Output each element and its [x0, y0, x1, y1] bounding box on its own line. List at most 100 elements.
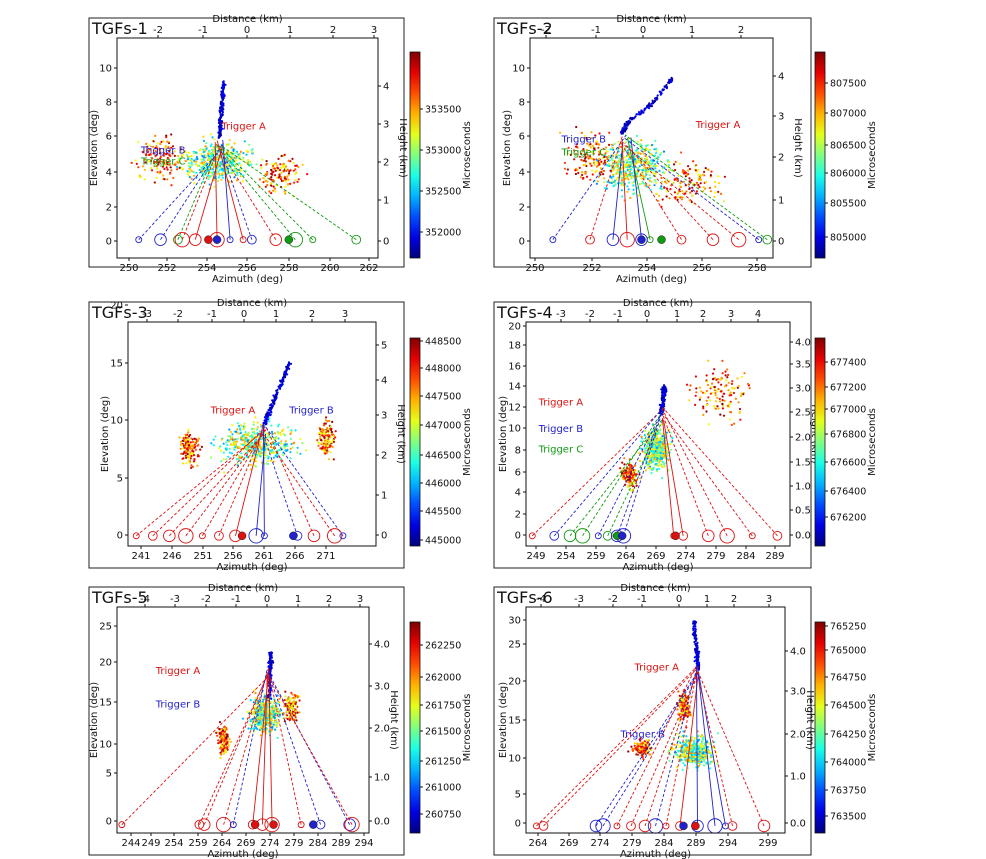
trigger-source-marker [289, 531, 298, 541]
scatter-point [286, 168, 289, 171]
scatter-point [271, 163, 274, 166]
scatter-point [262, 181, 265, 184]
elevation-tick-label: 10 [99, 64, 112, 75]
scatter-point [212, 151, 215, 154]
scatter-point [148, 160, 151, 163]
scatter-point [235, 458, 238, 461]
scatter-point [289, 457, 292, 460]
scatter-point [655, 192, 658, 195]
scatter-point [272, 189, 275, 192]
scatter-point [678, 162, 681, 165]
scatter-point [662, 390, 666, 393]
scatter-point [221, 176, 224, 179]
scatter-point [195, 176, 198, 179]
scatter-point [251, 458, 254, 461]
scatter-point [612, 184, 616, 187]
scatter-point [649, 104, 652, 107]
scatter-point [626, 190, 629, 193]
scatter-point [266, 432, 269, 435]
azimuth-tick-label: 244 [121, 838, 140, 849]
elevation-tick-label: 15 [110, 359, 123, 370]
scatter-point [279, 379, 282, 382]
scatter-point [627, 478, 630, 481]
scatter-point [236, 428, 239, 431]
scatter-point [158, 147, 161, 150]
scatter-point [654, 438, 657, 441]
scatter-point [740, 394, 743, 398]
scatter-point [279, 433, 282, 436]
scatter-point [288, 706, 291, 709]
scatter-point [610, 182, 613, 185]
scatter-point [182, 436, 185, 440]
elevation-tick-label: 10 [110, 416, 123, 427]
distance-tick-label: -1 [591, 25, 601, 36]
scatter-point [722, 414, 726, 417]
scatter-point [717, 190, 720, 193]
scatter-point [260, 166, 263, 169]
scatter-point [246, 434, 249, 437]
scatter-point [695, 190, 699, 193]
scatter-point [192, 171, 195, 174]
scatter-point [262, 421, 265, 424]
scatter-point [191, 441, 195, 444]
azimuth-tick-label: 274 [676, 551, 695, 562]
distance-tick-label: -1 [198, 25, 208, 36]
scatter-point [259, 449, 262, 452]
scatter-point [624, 471, 627, 474]
scatter-point [730, 394, 733, 397]
scatter-point [186, 447, 189, 450]
scatter-point [226, 735, 229, 738]
colorbar-tick-label: 446000 [425, 479, 461, 490]
scatter-point [296, 711, 299, 714]
scatter-point [145, 153, 148, 156]
scatter-point [610, 157, 613, 160]
scatter-point [607, 154, 611, 158]
scatter-point [287, 366, 290, 369]
scatter-point [260, 721, 263, 725]
scatter-point [163, 178, 166, 181]
colorbar-tick-label: 806500 [830, 141, 866, 152]
elevation-tick-label: 0 [519, 237, 525, 248]
scatter-point [294, 178, 297, 181]
scatter-point [229, 740, 232, 743]
scatter-point [320, 439, 323, 442]
scatter-point [283, 371, 287, 374]
scatter-point [293, 694, 296, 697]
scatter-point [285, 169, 288, 172]
scatter-point [145, 142, 148, 145]
scatter-point [327, 458, 330, 461]
scatter-point [219, 113, 222, 116]
scatter-point [627, 188, 630, 191]
scatter-point [278, 713, 281, 716]
scatter-point [229, 171, 232, 175]
scatter-point [208, 176, 211, 179]
trigger-source-marker [250, 820, 260, 829]
scatter-point [274, 728, 277, 731]
scatter-point [164, 146, 167, 149]
scatter-point [270, 184, 273, 187]
scatter-point [291, 157, 294, 160]
scatter-point [266, 418, 269, 421]
elevation-axis-label: Elevation (deg) [89, 110, 100, 186]
scatter-point [680, 151, 683, 154]
scatter-point [654, 459, 658, 463]
scatter-point [653, 184, 656, 187]
scatter-point [280, 154, 283, 158]
scatter-point [584, 171, 588, 174]
distance-tick-label: -3 [142, 309, 152, 320]
scatter-point [730, 411, 733, 414]
scatter-point [279, 178, 283, 181]
scatter-point [654, 172, 657, 175]
scatter-point [627, 485, 630, 489]
distance-tick-label: -2 [541, 25, 551, 36]
scatter-point [282, 179, 285, 182]
scatter-point [323, 422, 326, 425]
scatter-point [293, 181, 296, 184]
scatter-point [724, 370, 727, 373]
scatter-point [644, 154, 647, 158]
scatter-point [284, 164, 287, 167]
scatter-point [203, 150, 206, 154]
scatter-point [711, 372, 715, 375]
scatter-point [203, 164, 206, 167]
scatter-point [648, 454, 652, 457]
